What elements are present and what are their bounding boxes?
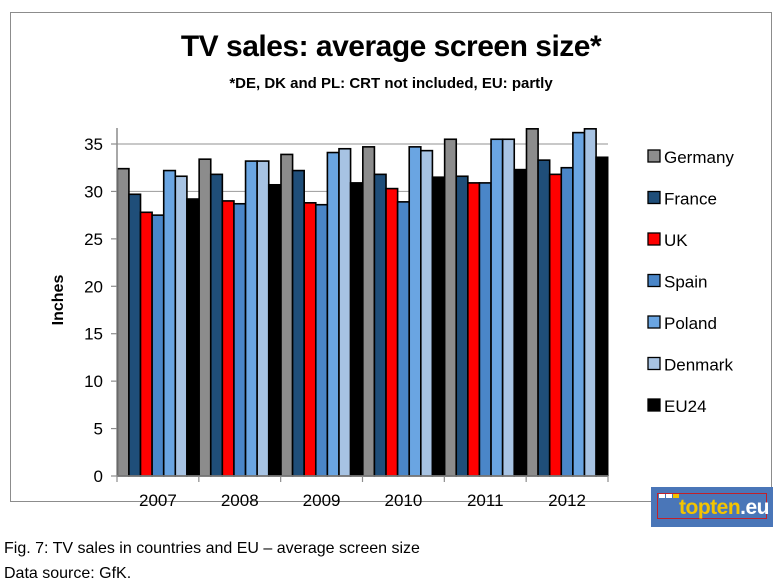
bar-poland-2008	[244, 160, 258, 477]
bar-france-2007	[128, 193, 142, 477]
bar-denmark-2009	[338, 147, 352, 477]
logo-text: topten.eu	[679, 496, 769, 520]
chart-title: TV sales: average screen size*	[180, 30, 602, 63]
bar-eu24-2008	[267, 183, 282, 477]
logo-square-icon	[673, 493, 679, 498]
caption-line-1: Fig. 7: TV sales in countries and EU – a…	[4, 540, 420, 557]
bar-eu24-2012	[595, 156, 609, 477]
topten-logo: topten.eu	[651, 487, 773, 527]
bar-denmark-2007	[174, 175, 188, 477]
x-tick-labels: 2007 2008 2009 2010 2011 2012	[139, 491, 586, 510]
bar-denmark-2010	[420, 149, 434, 477]
bar-uk-2012	[548, 173, 563, 477]
bar-france-2011	[455, 175, 469, 477]
y-tick-label: 20	[84, 277, 103, 296]
legend-swatch-denmark	[647, 356, 661, 371]
bar-eu24-2009	[349, 182, 363, 477]
y-axis-title: Inches	[50, 275, 67, 326]
x-tick-label: 2008	[221, 491, 259, 510]
bar-germany-2008	[198, 158, 212, 477]
legend-label-spain: Spain	[664, 273, 707, 292]
bar-poland-2009	[326, 151, 340, 477]
bar-germany-2010	[362, 146, 376, 477]
legend-swatch-spain	[647, 273, 661, 288]
bar-france-2010	[373, 173, 387, 477]
legend-label-eu24: EU24	[664, 397, 707, 416]
bar-uk-2007	[139, 211, 153, 477]
bar-france-2012	[537, 159, 551, 477]
bar-eu24-2010	[431, 176, 445, 477]
bar-poland-2010	[408, 146, 422, 477]
bar-spain-2007	[151, 214, 165, 477]
bar-uk-2009	[303, 202, 317, 477]
bar-spain-2011	[478, 182, 492, 477]
y-tick-label: 15	[84, 325, 103, 344]
bars	[116, 128, 609, 477]
legend-swatch-uk	[647, 232, 661, 246]
legend-label-france: France	[664, 190, 717, 209]
legend-label-poland: Poland	[664, 314, 717, 333]
logo-text-topten: topten	[679, 496, 741, 519]
bar-uk-2008	[221, 200, 235, 477]
x-tick-label: 2009	[303, 491, 341, 510]
logo-square-icon	[666, 493, 672, 498]
bar-spain-2009	[314, 203, 329, 477]
bar-poland-2011	[490, 138, 504, 477]
x-tick-label: 2010	[385, 491, 423, 510]
bar-denmark-2012	[583, 128, 597, 477]
caption-line-2: Data source: GfK.	[4, 565, 132, 582]
bar-eu24-2007	[186, 198, 200, 477]
legend-label-germany: Germany	[664, 148, 734, 167]
y-tick-labels: 0 5 10 15 20 25 30 35	[84, 135, 103, 486]
y-tick-label: 25	[84, 230, 103, 249]
bar-eu24-2011	[513, 168, 527, 477]
legend-swatch-poland	[647, 315, 661, 329]
bar-germany-2007	[116, 167, 130, 477]
bar-germany-2011	[443, 138, 458, 477]
y-tick-label: 10	[84, 372, 103, 391]
y-tick-label: 5	[94, 420, 103, 439]
y-tick-label: 0	[94, 467, 103, 486]
bar-spain-2010	[396, 201, 411, 477]
chart-subtitle: *DE, DK and PL: CRT not included, EU: pa…	[229, 75, 553, 92]
figure-caption: Fig. 7: TV sales in countries and EU – a…	[4, 536, 420, 586]
legend-swatch-france	[647, 190, 661, 205]
legend-label-uk: UK	[664, 231, 688, 250]
y-tick-label: 35	[84, 135, 103, 154]
legend-swatch-germany	[647, 149, 661, 163]
x-tick-label: 2011	[467, 491, 504, 510]
bar-uk-2011	[467, 182, 481, 477]
y-tick-label: 30	[84, 182, 103, 201]
bar-spain-2008	[233, 202, 247, 477]
bar-germany-2012	[525, 128, 539, 477]
axes	[111, 128, 609, 482]
x-tick-label: 2007	[139, 491, 177, 510]
bar-spain-2012	[560, 166, 574, 477]
legend: Germany France UK Spain Poland Denmark EU24	[647, 148, 734, 416]
legend-label-denmark: Denmark	[664, 356, 733, 375]
bar-germany-2009	[280, 153, 294, 477]
bar-poland-2012	[572, 131, 586, 477]
bar-uk-2010	[385, 187, 399, 477]
logo-square-icon	[659, 493, 665, 498]
bar-france-2008	[209, 173, 224, 477]
x-tick-label: 2012	[548, 491, 586, 510]
bar-poland-2007	[162, 169, 177, 477]
bar-denmark-2011	[501, 138, 516, 477]
logo-text-eu: .eu	[740, 496, 769, 519]
legend-swatch-eu24	[647, 398, 661, 412]
bar-denmark-2008	[256, 160, 270, 477]
bar-france-2009	[291, 169, 305, 477]
logo-border	[657, 493, 767, 519]
